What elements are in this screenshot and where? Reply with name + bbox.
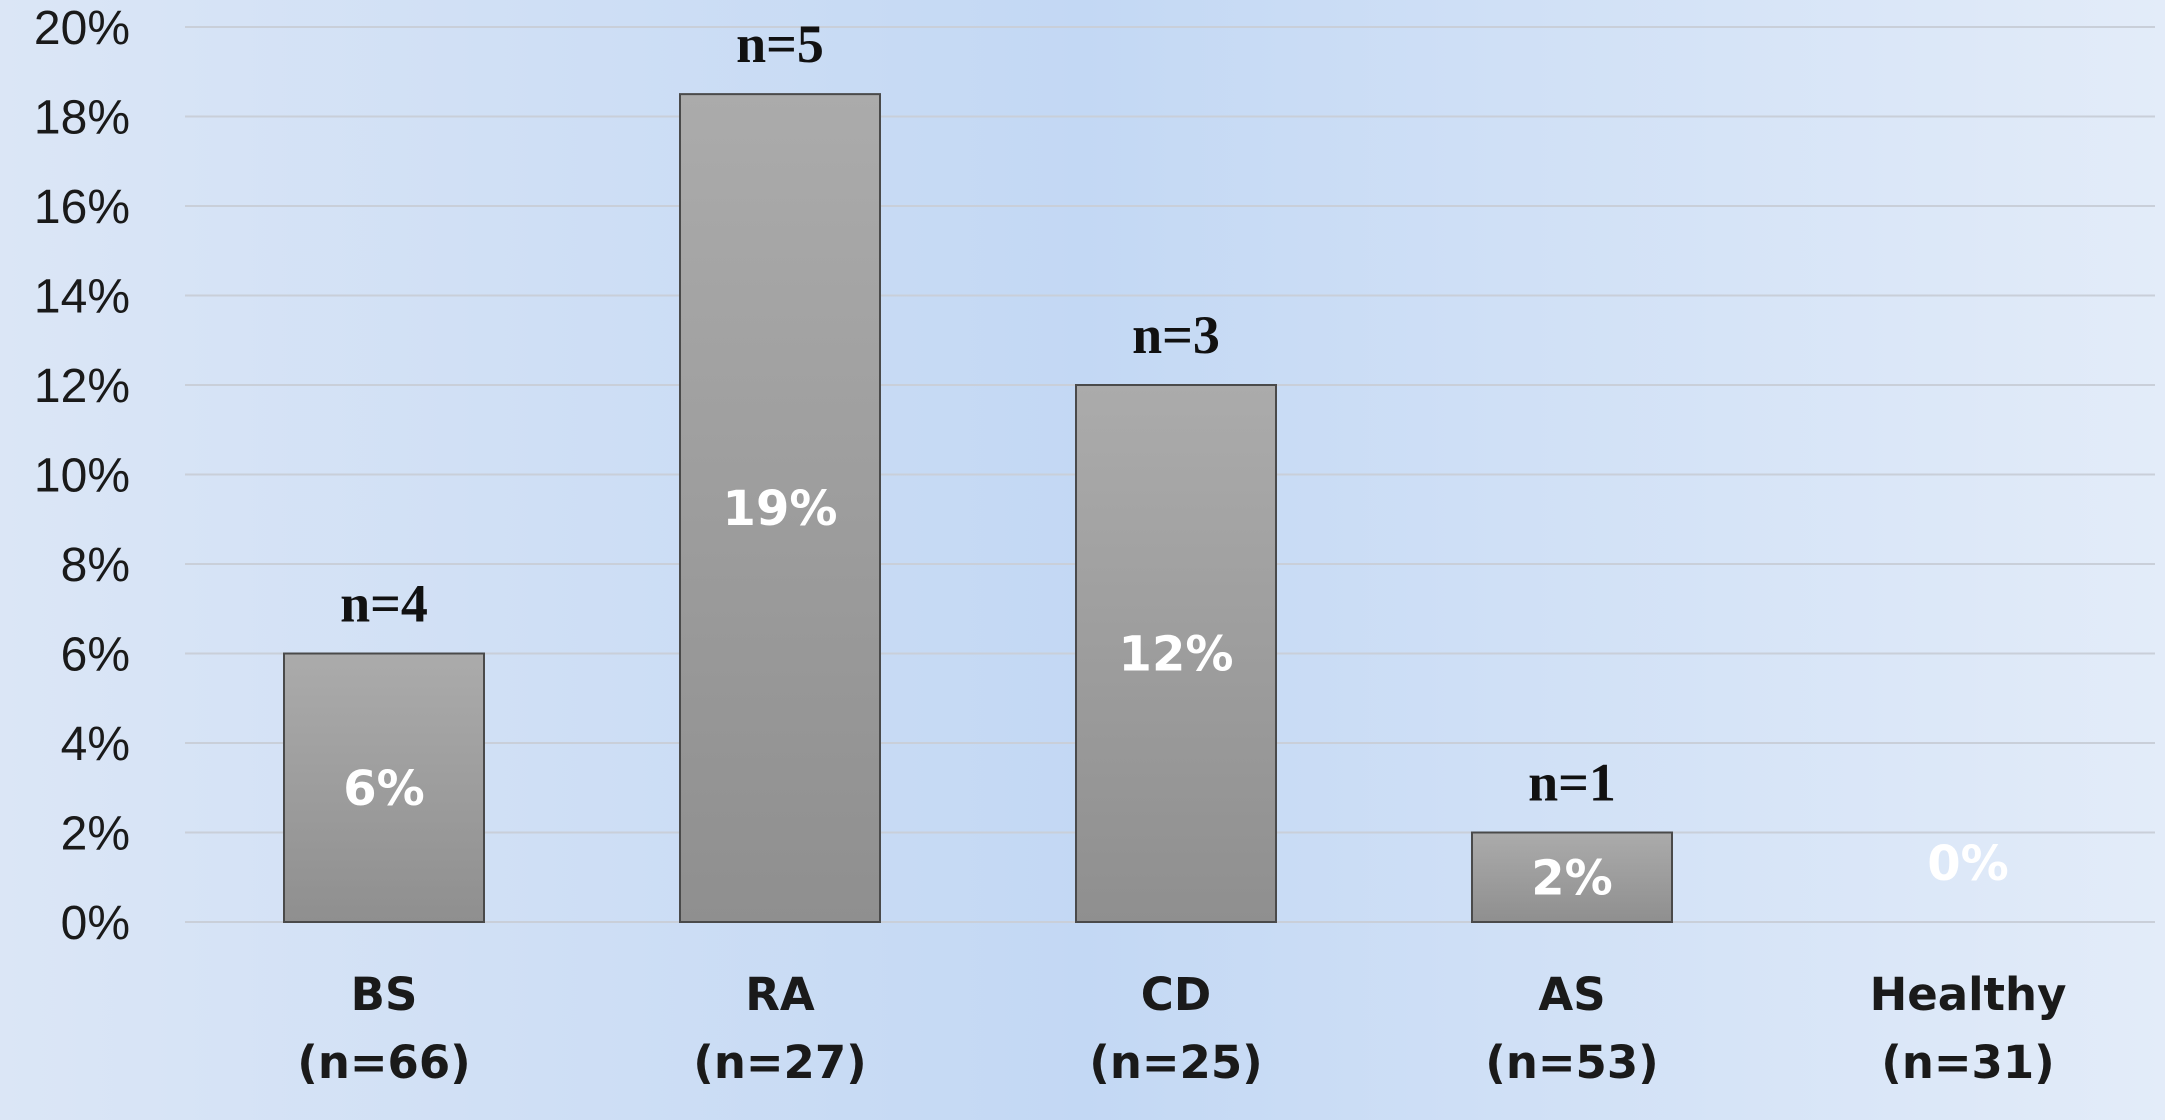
bar-value-label: 0% [1927,836,2009,892]
y-tick-label: 20% [34,2,130,55]
y-tick-label: 12% [34,360,130,413]
y-tick-label: 10% [34,450,130,503]
x-category-label: BS [351,968,418,1021]
y-tick-label: 18% [34,92,130,145]
x-category-count: (n=66) [297,1036,471,1089]
y-tick-label: 6% [61,629,130,682]
x-axis-labels: BS (n=66) RA (n=27) CD (n=25) AS (n=53) Healthy (… [297,968,2066,1089]
bar-count-label: n=1 [1528,753,1616,813]
y-tick-label: 16% [34,181,130,234]
x-category-label: RA [745,968,815,1021]
bar-count-label: n=3 [1132,305,1220,365]
x-category-label: Healthy [1870,968,2067,1021]
bar-value-label: 12% [1119,627,1234,683]
bars [283,93,1673,923]
bar [283,652,485,923]
bar-count-label: n=4 [340,574,428,634]
bar-value-label: 19% [723,481,838,537]
bar-labels: 6% n=4 19% n=5 12% n=3 2% n=1 0% [340,14,2009,906]
bar-value-label: 2% [1531,850,1613,906]
bar-count-label: n=5 [736,14,824,74]
bar [679,93,881,923]
y-tick-label: 2% [61,808,130,861]
y-tick-label: 4% [61,718,130,771]
y-tick-label: 14% [34,271,130,324]
y-axis-ticks: 0% 2% 4% 6% 8% 10% 12% 14% 16% 18% 20% [34,2,130,950]
bar [1471,831,1673,923]
bar-value-label: 6% [343,761,425,817]
y-tick-label: 0% [61,897,130,950]
x-category-label: CD [1141,968,1211,1021]
x-category-label: AS [1538,968,1605,1021]
x-category-count: (n=31) [1881,1036,2055,1089]
x-category-count: (n=27) [693,1036,867,1089]
y-tick-label: 8% [61,539,130,592]
x-category-count: (n=53) [1485,1036,1659,1089]
x-category-count: (n=25) [1089,1036,1263,1089]
bar [1075,384,1277,923]
